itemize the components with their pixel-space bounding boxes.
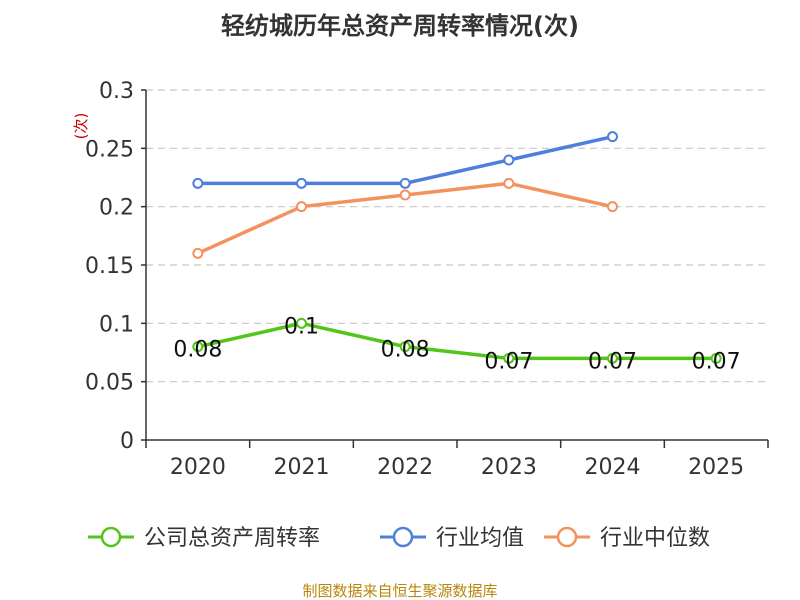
chart-title: 轻纺城历年总资产周转率情况(次) — [221, 12, 579, 40]
data-point — [607, 201, 618, 213]
x-tick-label: 2022 — [377, 455, 433, 480]
data-label: 0.07 — [588, 349, 637, 374]
legend-marker — [392, 526, 414, 548]
data-point — [192, 247, 204, 259]
axes: 0 0.05 0.1 0.15 0.2 0.25 0.3 2020 2021 2022 2023 20… — [85, 79, 769, 480]
series-line — [197, 321, 717, 361]
y-tick-label: 0.2 — [99, 196, 134, 221]
grid-lines — [146, 89, 768, 383]
data-point — [710, 352, 722, 364]
data-point — [399, 189, 411, 201]
series-line — [197, 134, 613, 186]
x-tick-label: 2021 — [274, 455, 330, 480]
data-point — [399, 177, 411, 189]
data-point — [296, 317, 307, 329]
legend-label: 行业均值 — [436, 526, 524, 551]
data-label: 0.07 — [692, 349, 741, 374]
data-point — [296, 177, 307, 189]
data-point — [503, 352, 515, 364]
legend-label: 公司总资产周转率 — [144, 526, 320, 551]
y-tick-label: 0.05 — [85, 371, 134, 396]
legend-label: 行业中位数 — [600, 526, 710, 551]
data-labels: 0.08 0.1 0.08 0.07 0.07 0.07 — [173, 314, 740, 374]
y-axis-label: (次) — [72, 113, 90, 140]
data-point — [607, 131, 618, 143]
legend: 公司总资产周转率 行业均值 行业中位数 — [88, 526, 710, 551]
data-label: 0.07 — [484, 349, 533, 374]
source-note: 制图数据来自恒生聚源数据库 — [302, 582, 497, 600]
data-point — [192, 341, 204, 353]
data-point — [296, 201, 307, 213]
series-layer — [192, 131, 722, 364]
legend-marker — [556, 526, 578, 548]
data-label: 0.08 — [381, 338, 430, 363]
data-point — [503, 154, 515, 166]
data-point — [607, 352, 618, 364]
x-tick-label: 2025 — [688, 455, 744, 480]
data-point — [503, 177, 515, 189]
data-point — [192, 177, 204, 189]
data-label: 0.08 — [173, 338, 222, 363]
y-tick-label: 0 — [120, 429, 134, 454]
x-tick-label: 2023 — [481, 455, 537, 480]
y-tick-label: 0.3 — [99, 79, 134, 104]
y-tick-label: 0.1 — [99, 312, 134, 337]
y-tick-label: 0.15 — [85, 254, 134, 279]
y-tick-label: 0.25 — [85, 137, 134, 162]
x-tick-label: 2020 — [170, 455, 226, 480]
legend-marker — [100, 526, 122, 548]
data-point — [399, 341, 411, 353]
data-label: 0.1 — [284, 314, 319, 339]
x-tick-label: 2024 — [585, 455, 641, 480]
